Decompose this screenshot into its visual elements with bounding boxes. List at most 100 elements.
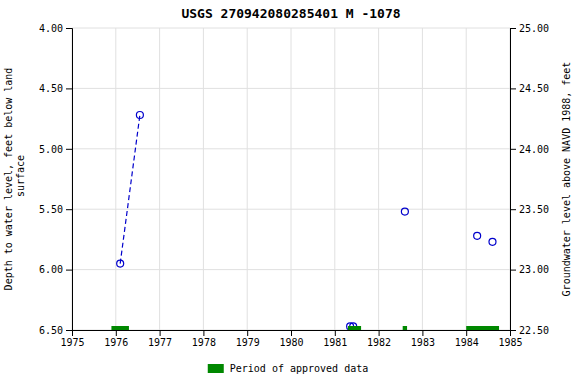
tick-mark xyxy=(466,330,467,336)
grid-line-y xyxy=(72,28,510,29)
tick-mark xyxy=(510,330,516,331)
axis-line xyxy=(66,29,73,331)
tick: 1976 xyxy=(104,330,128,348)
tick-mark xyxy=(510,270,516,271)
grid-line-x xyxy=(466,28,467,330)
tick-mark xyxy=(291,330,292,336)
grid-line-x xyxy=(422,28,423,330)
grid-line-x xyxy=(378,28,379,330)
point xyxy=(136,111,143,118)
tick: 1975 xyxy=(60,330,84,348)
tick-mark xyxy=(66,330,72,331)
title: USGS 270942080285401 M -1078 xyxy=(181,6,400,21)
tick-label: 1985 xyxy=(498,337,522,348)
approved-period xyxy=(111,326,129,330)
x-axis: 1975 1976 1977 1978 1979 1980 1981 1982 1983 1984… xyxy=(60,330,522,348)
tick: 4.00 xyxy=(39,23,72,34)
tick-label: 5.50 xyxy=(39,204,63,215)
grid-line-x xyxy=(203,28,204,330)
legend-item: Period of approved data xyxy=(208,363,368,374)
tick-label: 1980 xyxy=(279,337,303,348)
tick-label: 1978 xyxy=(192,337,216,348)
grid-line-x xyxy=(115,28,116,330)
tick-mark xyxy=(335,330,336,336)
tick-mark xyxy=(203,330,204,336)
tick-mark xyxy=(66,149,72,150)
tick-label: 25.00 xyxy=(519,23,549,34)
grid-line-y xyxy=(72,88,510,89)
tick-label: 24.00 xyxy=(519,144,549,155)
tick-label: 4.00 xyxy=(39,23,63,34)
tick-mark xyxy=(510,209,516,210)
point xyxy=(489,238,496,245)
tick: 5.00 xyxy=(39,144,72,155)
tick: 4.50 xyxy=(39,83,72,94)
grid-line-x xyxy=(247,28,248,330)
plot-area: 1975 1976 1977 1978 1979 1980 1981 1982 1983 1984… xyxy=(39,23,549,348)
tick: 1981 xyxy=(323,330,347,348)
tick: 1977 xyxy=(148,330,172,348)
tick: 6.00 xyxy=(39,264,72,275)
tick-label: 5.00 xyxy=(39,144,63,155)
tick-label: 1984 xyxy=(455,337,479,348)
data-layer xyxy=(111,111,499,330)
tick-label: 24.50 xyxy=(519,83,549,94)
tick-label: 22.50 xyxy=(519,325,549,336)
tick-label: 1976 xyxy=(104,337,128,348)
tick-mark xyxy=(116,330,117,336)
tick-mark xyxy=(379,330,380,336)
grid-line-y xyxy=(72,209,510,210)
y-axis: 4.00 4.50 5.00 5.50 6.00 6.50 xyxy=(39,23,73,336)
tick: 1982 xyxy=(367,330,391,348)
tick: 1979 xyxy=(236,330,260,348)
tick-label: 1975 xyxy=(60,337,84,348)
tick-mark xyxy=(66,209,72,210)
tick-mark xyxy=(160,330,161,336)
tick-mark xyxy=(66,88,72,89)
tick-mark xyxy=(510,28,516,29)
y2-axis-title: Groundwater level above NAVD 1988, feet xyxy=(561,62,572,297)
grid-line-x xyxy=(291,28,292,330)
tick: 25.00 xyxy=(510,23,549,34)
tick-mark xyxy=(247,330,248,336)
legend: Period of approved data xyxy=(208,363,368,374)
tick-label: 6.50 xyxy=(39,325,63,336)
tick-label: 23.50 xyxy=(519,204,549,215)
grid-line-y xyxy=(72,269,510,270)
tick-label: 1977 xyxy=(148,337,172,348)
tick-mark xyxy=(422,330,423,336)
tick: 24.00 xyxy=(510,144,549,155)
line xyxy=(120,115,140,264)
tick: 6.50 xyxy=(39,325,72,336)
point xyxy=(401,208,408,215)
tick-label: 1979 xyxy=(236,337,260,348)
approved-period xyxy=(403,326,407,330)
legend-label: Period of approved data xyxy=(230,363,368,374)
tick-mark xyxy=(510,149,516,150)
grid xyxy=(72,28,510,330)
point xyxy=(117,260,124,267)
tick-label: 1981 xyxy=(323,337,347,348)
tick-mark xyxy=(66,28,72,29)
y-axis-title: Depth to water level, feet below land su… xyxy=(3,68,26,291)
axis-line xyxy=(73,331,511,337)
tick: 5.50 xyxy=(39,204,72,215)
tick: 23.00 xyxy=(510,264,549,275)
tick-label: 1983 xyxy=(411,337,435,348)
approved-period xyxy=(348,326,361,330)
legend-swatch xyxy=(208,364,224,373)
tick-mark xyxy=(510,88,516,89)
tick: 1984 xyxy=(455,330,479,348)
chart: 1975 1976 1977 1978 1979 1980 1981 1982 1983 1984… xyxy=(0,0,576,384)
grid-line-x xyxy=(334,28,335,330)
tick: 23.50 xyxy=(510,204,549,215)
tick-mark xyxy=(66,270,72,271)
tick-label: 1982 xyxy=(367,337,391,348)
tick: 1978 xyxy=(192,330,216,348)
tick: 1983 xyxy=(411,330,435,348)
tick: 22.50 xyxy=(510,325,549,336)
y2-axis: 25.00 24.50 24.00 23.50 23.00 22.50 xyxy=(510,23,549,336)
tick-label: 6.00 xyxy=(39,264,63,275)
tick-label: 4.50 xyxy=(39,83,63,94)
grid-line-x xyxy=(159,28,160,330)
